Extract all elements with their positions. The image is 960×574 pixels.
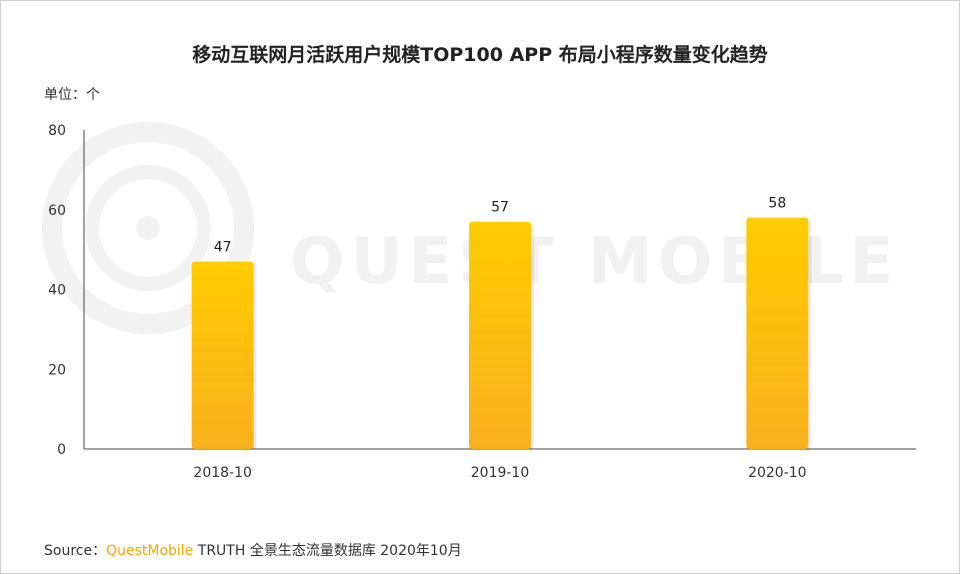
chart-title: 移动互联网月活跃用户规模TOP100 APP 布局小程序数量变化趋势: [192, 44, 768, 66]
source-note: Source：QuestMobile TRUTH 全景生态流量数据库 2020年…: [44, 540, 462, 560]
x-tick-label: 2018-10: [193, 465, 252, 481]
y-tick-label: 40: [48, 283, 66, 299]
y-tick-label: 20: [48, 362, 66, 378]
data-label: 57: [491, 200, 509, 216]
data-label: 58: [768, 196, 786, 212]
y-tick-label: 80: [48, 123, 66, 139]
source-suffix: TRUTH 全景生态流量数据库 2020年10月: [197, 543, 462, 559]
y-tick-label: 60: [48, 203, 66, 219]
bar: [469, 221, 531, 449]
bar: [191, 261, 254, 449]
data-label: 47: [214, 240, 232, 256]
source-brand: QuestMobile: [106, 543, 194, 559]
bar: [746, 217, 809, 449]
watermark-logo-icon: [42, 122, 254, 334]
source-prefix: Source：: [44, 543, 107, 559]
unit-label: 单位：个: [44, 87, 100, 103]
x-tick-label: 2019-10: [471, 465, 530, 481]
x-tick-label: 2020-10: [748, 465, 807, 481]
y-tick-label: 0: [57, 442, 66, 458]
